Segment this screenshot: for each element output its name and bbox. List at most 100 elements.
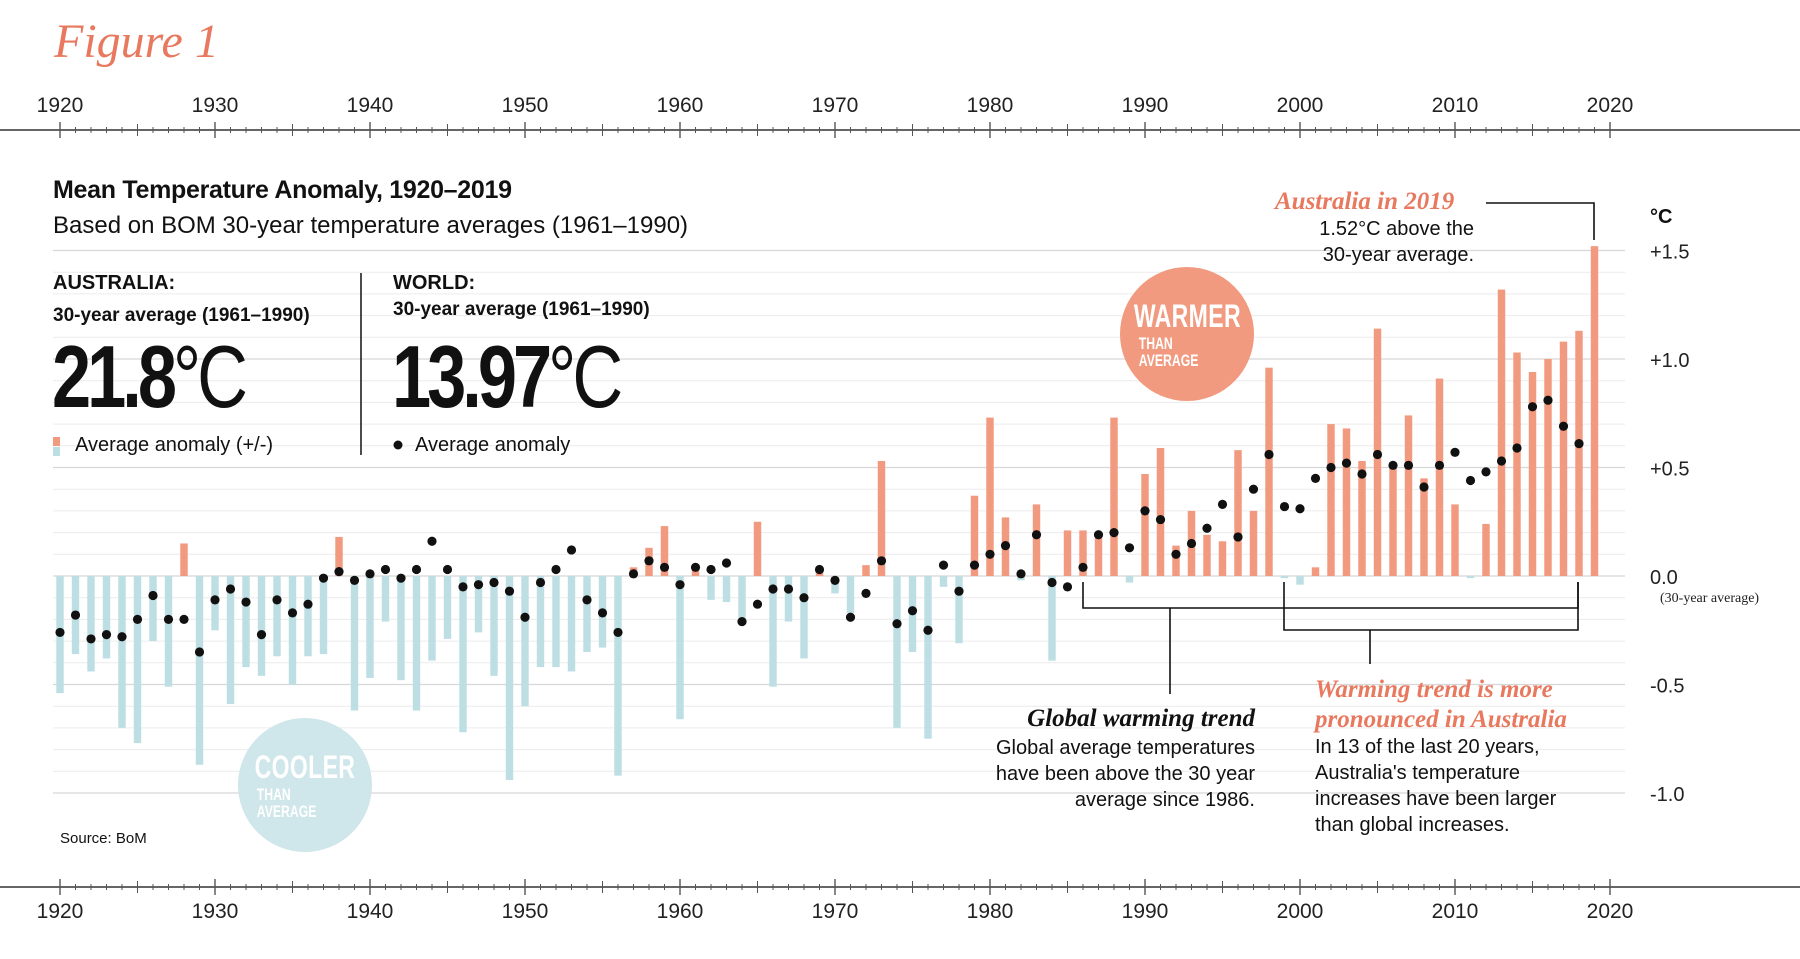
- australia-bar: [1311, 567, 1320, 576]
- world-dot: [411, 564, 422, 575]
- australia-bar: [583, 576, 591, 652]
- global-trend-line2: have been above the 30 year: [995, 763, 1255, 785]
- world-dot: [1233, 532, 1243, 542]
- world-dot: [101, 629, 112, 640]
- australia-bar: [335, 536, 343, 576]
- warmer-badge-big: WARMER: [1133, 297, 1241, 334]
- world-dot: [1543, 395, 1553, 405]
- warmer-badge-small: THAN AVERAGE: [1138, 333, 1199, 370]
- world-dots: [55, 395, 1584, 657]
- bottom-tick-label: 1980: [967, 900, 1014, 923]
- world-avg-unit: °C: [548, 327, 623, 426]
- australia-bar: [567, 576, 576, 672]
- bottom-tick-label: 1920: [37, 900, 84, 923]
- australia-bar: [257, 576, 266, 676]
- aus-trend-line1: In 13 of the last 20 years,: [1315, 736, 1540, 758]
- australia-bar: [381, 576, 390, 622]
- australia-bar: [304, 576, 312, 657]
- australia-bar: [893, 576, 901, 728]
- australia-bar: [1079, 530, 1087, 576]
- legend-dot: [393, 440, 403, 450]
- australia-bar: [1110, 417, 1118, 576]
- global-trend-title: Global warming trend: [1027, 705, 1255, 732]
- world-dot: [628, 569, 639, 579]
- australia-bar: [87, 576, 95, 672]
- world-dot: [148, 590, 158, 601]
- world-legend-label: Average anomaly: [415, 434, 571, 456]
- world-dot: [1217, 499, 1228, 509]
- bottom-tick-label: 2010: [1432, 900, 1479, 923]
- australia-bar: [149, 576, 157, 642]
- australia-avg-unit: °C: [173, 327, 248, 426]
- australia-bar: [490, 576, 498, 676]
- world-dot: [489, 577, 499, 588]
- world-dot: [1155, 514, 1166, 525]
- world-dot: [799, 593, 809, 603]
- australia-bar: [1528, 372, 1537, 576]
- world-dot: [1124, 543, 1135, 553]
- world-dot: [396, 573, 406, 583]
- world-dot: [1574, 439, 1584, 449]
- global-trend-line3: average since 1986.: [1074, 789, 1255, 811]
- world-dot: [1062, 582, 1073, 592]
- bottom-tick-label: 1950: [502, 900, 549, 923]
- australia-bar: [1094, 532, 1103, 576]
- world-dot: [1388, 460, 1398, 470]
- world-dot: [241, 597, 251, 607]
- world-dot: [535, 577, 546, 588]
- australia-bar: [1544, 359, 1552, 576]
- australia-bar: [1141, 474, 1149, 576]
- australia-bar: [1342, 428, 1351, 576]
- australia-bar: [614, 576, 622, 776]
- world-dot: [845, 612, 856, 622]
- australia-bar: [195, 576, 204, 765]
- world-dot: [1357, 469, 1367, 479]
- australia-panel-name: AUSTRALIA:: [53, 272, 176, 294]
- australia-bar: [676, 576, 684, 720]
- cooler-badge-small: THAN AVERAGE: [256, 784, 317, 821]
- australia-bar: [226, 576, 235, 705]
- australia-bar: [877, 460, 886, 576]
- legend-warm-swatch: [53, 437, 60, 446]
- world-dot: [1093, 530, 1104, 540]
- australia-bar: [552, 576, 560, 668]
- australia-bar: [366, 576, 374, 678]
- australia-bar: [1420, 478, 1428, 576]
- australia-bar: [428, 576, 436, 661]
- world-dot: [1295, 504, 1305, 514]
- world-panel-avg-label: 30-year average (1961–1990): [393, 299, 650, 320]
- world-dot: [1248, 484, 1259, 494]
- world-dot: [520, 612, 530, 622]
- world-dot: [117, 632, 127, 642]
- aus-trend-note: In 13 of the last 20 years, Australia's …: [1315, 734, 1556, 838]
- y-tick-label: 0.0: [1650, 567, 1678, 589]
- australia-bar: [1497, 289, 1506, 576]
- world-dot: [504, 586, 515, 596]
- australia-bar: [1063, 530, 1072, 576]
- world-dot: [210, 595, 220, 605]
- world-dot: [830, 575, 840, 585]
- australia-2019-leader: [1486, 202, 1595, 240]
- world-dot: [1047, 577, 1057, 588]
- world-dot: [985, 549, 995, 559]
- world-dot: [659, 562, 670, 572]
- world-dot: [272, 595, 282, 605]
- aus-trend-title-line2: pronounced in Australia: [1315, 706, 1567, 733]
- world-dot: [1202, 523, 1212, 533]
- world-dot: [907, 606, 918, 616]
- world-dot: [783, 584, 794, 594]
- world-dot: [768, 584, 778, 594]
- australia-bar: [118, 576, 126, 728]
- aus-trend-line2: Australia's temperature: [1315, 762, 1521, 784]
- top-tick-label: 2010: [1432, 94, 1479, 117]
- world-dot: [954, 586, 964, 596]
- world-dot: [1186, 538, 1197, 549]
- global-trend-line1: Global average temperatures: [995, 737, 1255, 759]
- world-dot: [349, 575, 360, 585]
- source-note: Source: BoM: [60, 830, 147, 847]
- australia-bar: [784, 576, 793, 622]
- world-dot: [752, 599, 763, 609]
- australia-bar: [1389, 463, 1397, 576]
- world-dot: [1403, 460, 1414, 470]
- world-dot: [876, 556, 887, 566]
